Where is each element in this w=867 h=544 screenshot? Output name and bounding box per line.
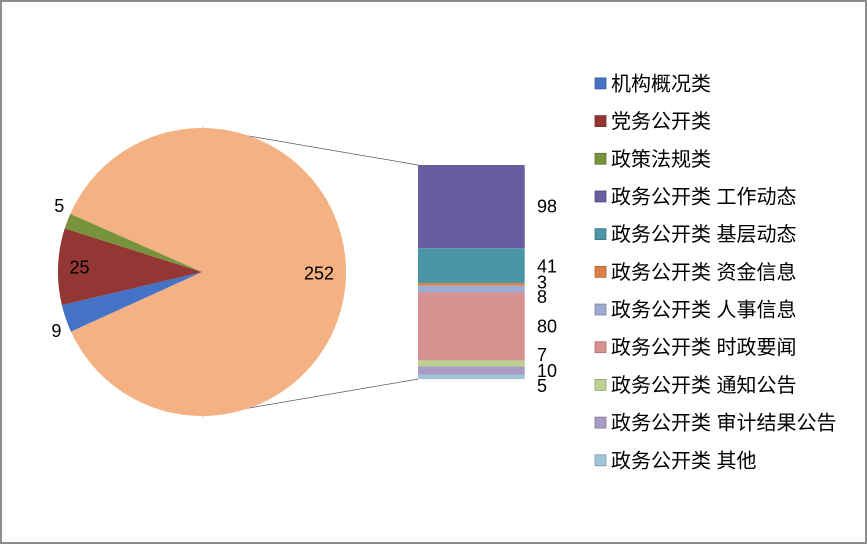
- svg-text:政务公开类 工作动态: 政务公开类 工作动态: [611, 185, 797, 208]
- svg-text:98: 98: [537, 197, 557, 217]
- svg-text:政务公开类 其他: 政务公开类 其他: [611, 449, 757, 472]
- svg-text:9: 9: [51, 321, 61, 341]
- svg-text:252: 252: [304, 263, 334, 283]
- svg-text:党务公开类: 党务公开类: [611, 110, 711, 133]
- svg-text:机构概况类: 机构概况类: [611, 72, 711, 95]
- svg-text:80: 80: [537, 316, 557, 336]
- svg-text:5: 5: [537, 376, 547, 396]
- svg-text:8: 8: [537, 287, 547, 307]
- svg-text:政务公开类 审计结果公告: 政务公开类 审计结果公告: [611, 412, 837, 435]
- svg-text:政务公开类 基层动态: 政务公开类 基层动态: [611, 223, 797, 246]
- svg-text:政务公开类 人事信息: 政务公开类 人事信息: [611, 299, 797, 322]
- svg-text:25: 25: [70, 257, 90, 277]
- svg-text:政务公开类 通知公告: 政务公开类 通知公告: [611, 374, 797, 397]
- svg-text:政务公开类 时政要闻: 政务公开类 时政要闻: [611, 336, 797, 359]
- svg-text:5: 5: [54, 196, 64, 216]
- svg-text:政务公开类 资金信息: 政务公开类 资金信息: [611, 261, 797, 284]
- svg-text:政策法规类: 政策法规类: [611, 148, 711, 171]
